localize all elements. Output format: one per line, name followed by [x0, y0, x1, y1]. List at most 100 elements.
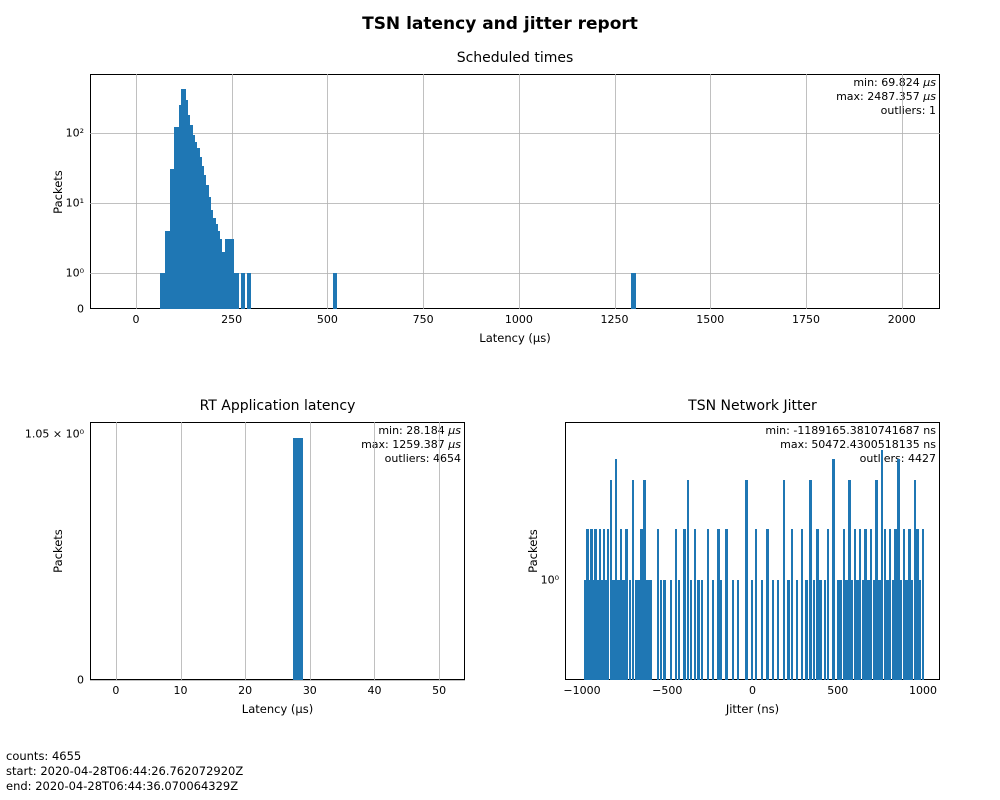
stats-annotation: min: -1189165.3810741687 ns max: 50472.4… [765, 424, 936, 465]
x-axis-label: Jitter (ns) [565, 702, 940, 716]
subplot-title: RT Application latency [90, 398, 465, 414]
histogram-bar [683, 529, 685, 680]
gridline-v [423, 74, 424, 309]
x-tick-label: 1000 [505, 313, 533, 326]
stats-annotation: min: 28.184 µs max: 1259.387 µs outliers… [361, 424, 461, 465]
x-tick-label: 1750 [792, 313, 820, 326]
histogram-bar [670, 580, 672, 680]
histogram-bar [690, 580, 692, 680]
subplot-rt-latency: RT Application latency Packets Latency (… [90, 422, 465, 680]
histogram-bar [922, 529, 924, 680]
histogram-bar [707, 529, 709, 680]
x-tick-label: 500 [827, 684, 848, 697]
gridline-v [439, 422, 440, 680]
histogram-bar [791, 529, 793, 680]
histogram-bar [813, 580, 815, 680]
histogram-bar [824, 580, 826, 680]
histogram-bar [783, 480, 785, 680]
histogram-bar [827, 529, 829, 680]
histogram-bar [333, 273, 338, 309]
x-tick-label: 50 [432, 684, 446, 697]
histogram-bar [766, 529, 768, 680]
y-tick-label: 10¹ [66, 196, 84, 209]
subplot-title: TSN Network Jitter [565, 398, 940, 414]
histogram-bar [640, 529, 642, 680]
x-tick-label: −1000 [563, 684, 600, 697]
y-tick-label: 1.05 × 10⁰ [25, 427, 84, 440]
histogram-bar [725, 529, 727, 680]
gridline-v [327, 74, 328, 309]
y-tick-label: 10² [66, 126, 84, 139]
y-tick-label: 10⁰ [66, 266, 84, 279]
x-axis-label: Latency (µs) [90, 331, 940, 345]
histogram-bar [697, 580, 699, 680]
histogram-bar [629, 580, 631, 680]
y-tick-label: 0 [77, 674, 84, 687]
histogram-bar [687, 480, 689, 680]
histogram-bar [777, 580, 779, 680]
gridline-h [90, 133, 940, 134]
x-tick-label: 0 [112, 684, 119, 697]
x-tick-label: 250 [221, 313, 242, 326]
histogram-bar [241, 273, 246, 309]
footer-metadata: counts: 4655 start: 2020-04-28T06:44:26.… [6, 749, 243, 794]
histogram-bar [643, 480, 645, 680]
gridline-h [90, 203, 940, 204]
histogram-bar [751, 580, 753, 680]
gridline-v [374, 422, 375, 680]
y-axis-label: Packets [51, 529, 65, 573]
histogram-bar [805, 580, 807, 680]
x-axis-label: Latency (µs) [90, 702, 465, 716]
histogram-bar [737, 580, 739, 680]
histogram-bar [701, 580, 703, 680]
histogram-bar [796, 580, 798, 680]
histogram-bar [234, 273, 239, 309]
gridline-v [116, 422, 117, 680]
histogram-bar [787, 580, 789, 680]
x-tick-label: 40 [367, 684, 381, 697]
x-tick-label: −500 [652, 684, 682, 697]
x-tick-label: 1000 [909, 684, 937, 697]
histogram-bar [663, 580, 665, 680]
histogram-bar [631, 273, 636, 309]
histogram-bar [675, 529, 677, 680]
subplot-network-jitter: TSN Network Jitter Packets Jitter (ns) m… [565, 422, 940, 680]
x-tick-label: 0 [749, 684, 756, 697]
histogram-bar [660, 580, 662, 680]
gridline-v [806, 74, 807, 309]
histogram-bar [819, 580, 821, 680]
histogram-bar [755, 529, 757, 680]
histogram-bar [720, 580, 722, 680]
x-tick-label: 1500 [696, 313, 724, 326]
histogram-bar [293, 438, 303, 680]
y-tick-label: 10⁰ [541, 573, 559, 586]
x-tick-label: 750 [413, 313, 434, 326]
gridline-v [310, 422, 311, 680]
histogram-bar [732, 580, 734, 680]
y-tick-label: 0 [77, 303, 84, 316]
gridline-v [710, 74, 711, 309]
histogram-bar [712, 580, 714, 680]
histogram-bar [625, 529, 627, 680]
y-axis-label: Packets [51, 170, 65, 214]
gridline-v [181, 422, 182, 680]
histogram-bar [657, 529, 659, 680]
x-tick-label: 500 [317, 313, 338, 326]
x-tick-label: 1250 [601, 313, 629, 326]
histogram-bar [772, 580, 774, 680]
histogram-bar [649, 580, 651, 680]
gridline-v [519, 74, 520, 309]
gridline-v [615, 74, 616, 309]
histogram-bar [832, 459, 834, 680]
histogram-bar [247, 273, 252, 309]
x-tick-label: 20 [238, 684, 252, 697]
histogram-bar [809, 480, 811, 680]
x-tick-label: 10 [174, 684, 188, 697]
x-tick-label: 30 [303, 684, 317, 697]
histogram-bar [816, 529, 818, 680]
subplot-title: Scheduled times [90, 50, 940, 66]
histogram-bar [646, 580, 648, 680]
x-tick-label: 2000 [888, 313, 916, 326]
gridline-v [136, 74, 137, 309]
gridline-v [902, 74, 903, 309]
